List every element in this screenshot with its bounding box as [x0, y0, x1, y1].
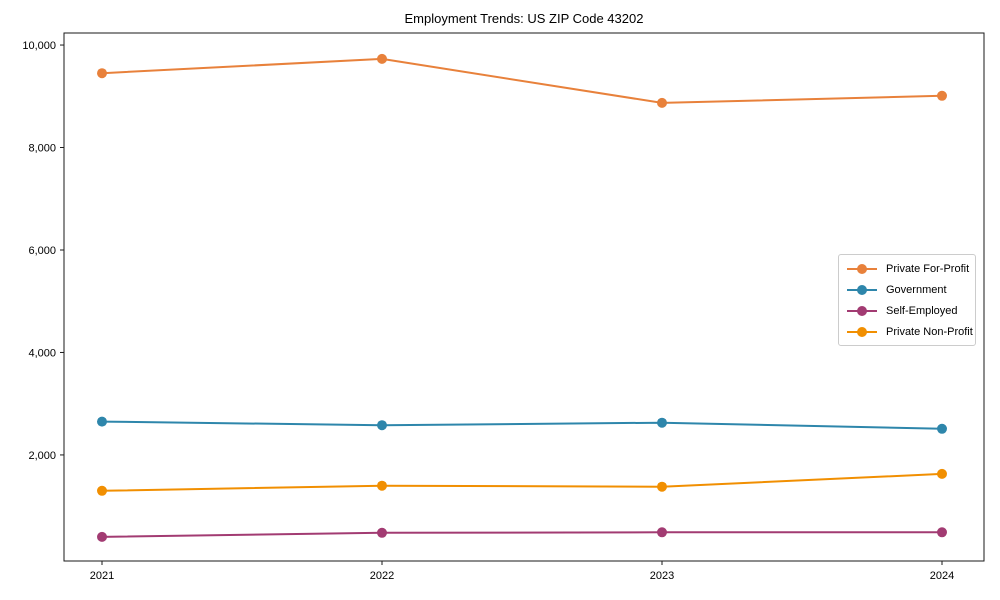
data-point-private-for-profit	[377, 53, 387, 64]
legend-label: Self-Employed	[886, 304, 958, 317]
legend-item: Private For-Profit	[846, 260, 970, 277]
legend-marker-icon	[847, 284, 877, 295]
data-point-government	[97, 416, 107, 427]
y-tick-label: 8,000	[28, 143, 56, 155]
y-tick-label: 10,000	[22, 40, 56, 52]
data-point-government	[657, 417, 667, 428]
x-tick-label: 2024	[930, 570, 954, 582]
legend-label: Private For-Profit	[886, 262, 970, 275]
legend-label: Private Non-Profit	[886, 325, 973, 338]
data-point-private-for-profit	[657, 97, 667, 108]
series-line-government	[101, 420, 943, 430]
x-tick-label: 2021	[90, 570, 114, 582]
data-point-private-non-profit	[97, 485, 107, 496]
series-line-private-for-profit	[101, 57, 943, 104]
series-line-private-non-profit	[101, 472, 943, 492]
legend-label: Government	[886, 283, 947, 296]
data-point-private-non-profit	[377, 480, 387, 491]
data-point-private-for-profit	[97, 68, 107, 79]
data-point-government	[377, 420, 387, 431]
legend-marker-icon	[847, 305, 877, 316]
y-tick-label: 4,000	[28, 347, 56, 359]
data-point-private-for-profit	[937, 90, 947, 101]
legend-item: Self-Employed	[846, 302, 968, 319]
data-point-self-employed	[657, 527, 667, 538]
data-point-private-non-profit	[657, 481, 667, 492]
legend-item: Private Non-Profit	[846, 323, 973, 340]
data-point-self-employed	[937, 527, 947, 538]
y-tick-label: 6,000	[28, 245, 56, 257]
legend-marker-icon	[847, 263, 877, 274]
data-point-private-non-profit	[937, 468, 947, 479]
legend-item: Government	[846, 281, 968, 298]
x-tick-label: 2023	[650, 570, 674, 582]
series-line-self-employed	[101, 531, 943, 538]
axes-frame	[63, 32, 985, 562]
x-tick-label: 2022	[370, 570, 394, 582]
chart-title: Employment Trends: US ZIP Code 43202	[404, 11, 644, 26]
data-point-government	[937, 423, 947, 434]
legend-marker-icon	[847, 326, 877, 337]
y-tick-label: 2,000	[28, 450, 56, 462]
legend: Private For-Profit Government Self-Employe…	[838, 254, 976, 346]
data-point-self-employed	[377, 527, 387, 538]
data-point-self-employed	[97, 531, 107, 542]
